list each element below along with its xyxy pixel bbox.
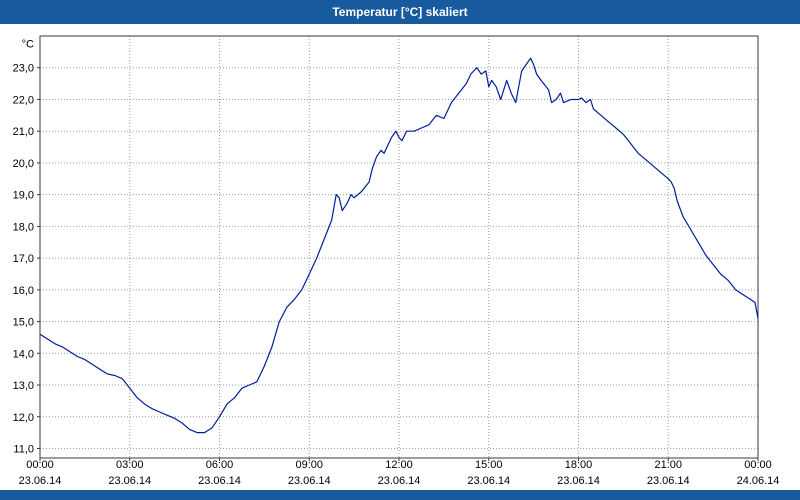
x-tick-date-label: 23.06.14	[557, 475, 600, 487]
temperature-line-chart: 11,0 12,0 13,0 14,0 15,0 16,0 17,0 18,0 19,0 20,0…	[13, 35, 780, 487]
x-tick-time-label: 12:00	[385, 459, 413, 471]
x-tick-date-label: 24.06.14	[737, 475, 780, 487]
x-tick-date-label: 23.06.14	[378, 475, 421, 487]
y-tick-label: 14,0	[13, 348, 34, 360]
y-tick-label: 12,0	[13, 412, 34, 424]
y-tick-label: 19,0	[13, 190, 34, 202]
x-tick-date-label: 23.06.14	[288, 475, 331, 487]
x-tick-date-label: 23.06.14	[19, 475, 62, 487]
chart-area: 11,0 12,0 13,0 14,0 15,0 16,0 17,0 18,0 19,0 20,0…	[0, 24, 800, 490]
y-tick-label: 20,0	[13, 158, 34, 170]
y-tick-label: 13,0	[13, 380, 34, 392]
x-tick-date-label: 23.06.14	[108, 475, 151, 487]
x-tick-time-label: 00:00	[744, 459, 772, 471]
x-tick-date-label: 23.06.14	[647, 475, 690, 487]
x-tick-time-label: 06:00	[206, 459, 234, 471]
x-tick-time-label: 18:00	[565, 459, 593, 471]
y-tick-label: 15,0	[13, 317, 34, 329]
y-tick-label: 11,0	[13, 443, 34, 455]
y-tick-label: 18,0	[13, 221, 34, 233]
x-tick-time-label: 15:00	[475, 459, 503, 471]
x-tick-time-label: 09:00	[295, 459, 323, 471]
x-tick-time-label: 21:00	[654, 459, 682, 471]
y-tick-label: 21,0	[13, 126, 34, 138]
x-tick-date-label: 23.06.14	[467, 475, 510, 487]
x-tick-date-label: 23.06.14	[198, 475, 241, 487]
bottom-status-bar	[0, 490, 800, 500]
y-tick-label: 22,0	[13, 94, 34, 106]
series-line-temperature	[39, 57, 759, 434]
y-axis-unit-label: °C	[22, 39, 34, 51]
x-tick-time-label: 03:00	[116, 459, 144, 471]
x-tick-time-label: 00:00	[26, 459, 54, 471]
chart-title-bar: Temperatur [°C] skaliert	[0, 0, 800, 24]
y-tick-label: 17,0	[13, 253, 34, 265]
y-tick-label: 16,0	[13, 285, 34, 297]
y-tick-label: 23,0	[13, 63, 34, 75]
chart-title: Temperatur [°C] skaliert	[332, 5, 468, 19]
